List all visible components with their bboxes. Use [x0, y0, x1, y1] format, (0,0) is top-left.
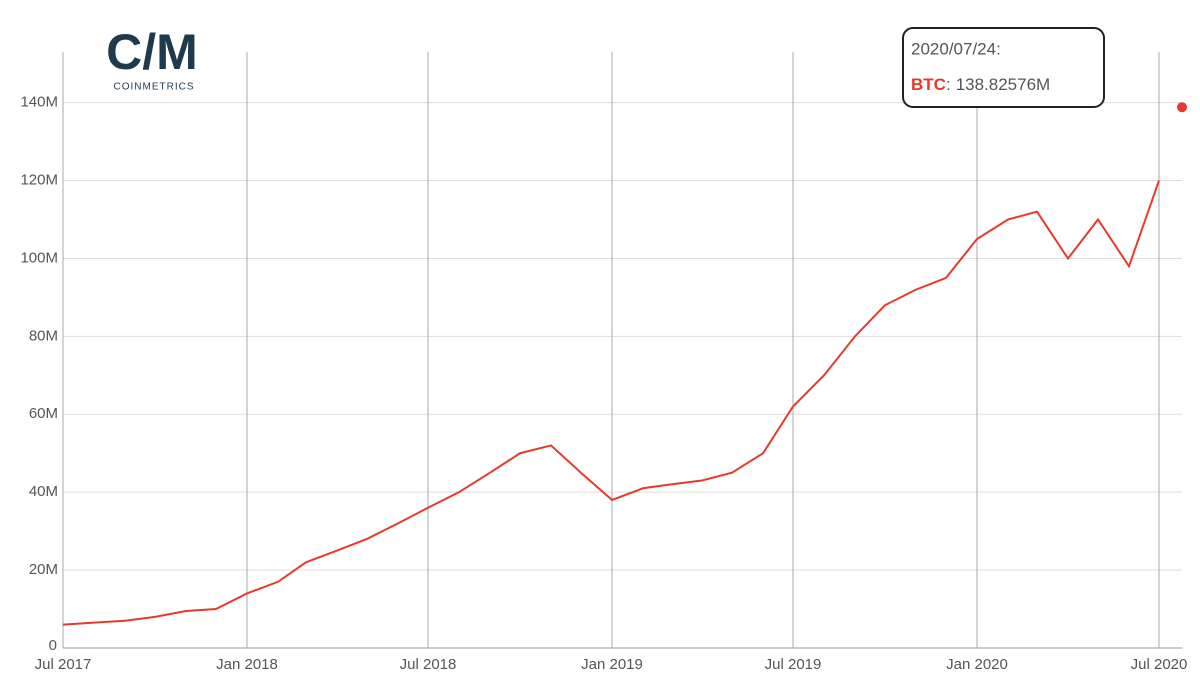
x-tick-label: Jul 2018 [400, 656, 457, 673]
x-tick-label: Jul 2019 [765, 656, 822, 673]
tooltip-point [1177, 102, 1187, 113]
logo-mark: C/M [106, 24, 198, 80]
tooltip-date: 2020/07/24: [911, 39, 1001, 58]
x-tick-label: Jan 2020 [946, 656, 1008, 673]
y-tick-label: 0 [49, 637, 57, 654]
y-tick-label: 20M [29, 561, 58, 578]
x-tick-label: Jan 2018 [216, 656, 278, 673]
tooltip-value-line: BTC: 138.82576M [911, 75, 1050, 94]
tooltip-box [902, 27, 1105, 108]
tooltip-separator: : [946, 75, 951, 94]
x-tick-label: Jul 2017 [35, 656, 92, 673]
y-tick-label: 60M [29, 405, 58, 422]
y-tick-label: 100M [20, 249, 58, 266]
tooltip-value: 138.82576M [956, 75, 1051, 94]
legend-entry: BTC [911, 75, 946, 94]
y-tick-label: 120M [20, 172, 58, 189]
x-tick-label: Jul 2020 [1131, 656, 1188, 673]
line-series [62, 180, 1160, 626]
x-tick-label: Jan 2019 [581, 656, 643, 673]
y-tick-label: 140M [20, 94, 58, 111]
logo-name: COINMETRICS [114, 82, 195, 93]
y-tick-label: 40M [29, 483, 58, 500]
y-tick-label: 80M [29, 327, 58, 344]
